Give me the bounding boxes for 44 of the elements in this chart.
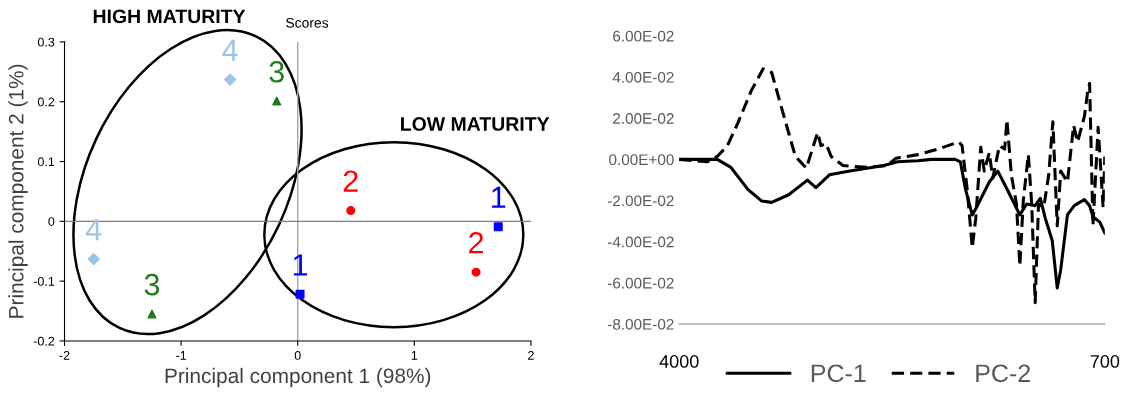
y-tick-label: 0: [48, 217, 55, 226]
y-tick-label: -0.2: [33, 336, 55, 346]
x-axis-title: Principal component 1 (98%): [165, 367, 431, 388]
point: [272, 96, 282, 106]
annotation: 1: [293, 254, 308, 276]
x-tick-label: 1: [411, 351, 418, 360]
y-tick-label: -0.1: [33, 276, 55, 286]
y-tick-label: 0.1: [37, 157, 55, 167]
annotation: 3: [269, 60, 284, 83]
y-tick-label: 2.00E-02: [613, 113, 674, 124]
y-tick-label: -6.00E-02: [607, 277, 674, 289]
y-tick-label: 6.00E-02: [613, 30, 674, 42]
y-tick-label: -2.00E-02: [607, 195, 674, 207]
y-axis-title: Principal component 2 (1%): [8, 64, 28, 318]
legend-label: PC-2: [976, 364, 1030, 383]
point: [295, 289, 305, 299]
legend-label: PC-1: [811, 364, 866, 383]
annotation: 2: [469, 231, 484, 254]
point: [147, 309, 157, 319]
x-tick-label: 0: [294, 350, 301, 360]
x-tick-label: 2: [528, 350, 534, 360]
text: HIGH MATURITY: [93, 9, 246, 24]
y-tick-label: 0.3: [37, 37, 55, 47]
point: [224, 73, 237, 86]
annotation: LOW MATURITY: [401, 117, 550, 131]
y-tick-label: 0.00E+00: [609, 154, 674, 166]
point: [346, 206, 356, 216]
annotation: 4: [222, 39, 238, 61]
chart-title: Scores: [286, 17, 329, 28]
point: [471, 267, 481, 277]
y-tick-label: 0.2: [37, 97, 55, 107]
y-tick-label: 4.00E-02: [612, 71, 674, 83]
point: [493, 222, 503, 232]
x-tick-label: 700: [1090, 355, 1120, 368]
y-tick-label: -8.00E-02: [607, 318, 674, 330]
x-tick-label: 4000: [659, 355, 699, 368]
annotation: 2: [343, 170, 358, 192]
annotation: 4: [85, 219, 102, 241]
x-tick-label: -1: [176, 351, 187, 360]
annotation: 1: [492, 186, 506, 208]
x-tick-label: -2: [59, 350, 70, 360]
annotation: 3: [144, 273, 160, 296]
point: [87, 252, 100, 266]
y-tick-label: -4.00E-02: [607, 236, 674, 248]
